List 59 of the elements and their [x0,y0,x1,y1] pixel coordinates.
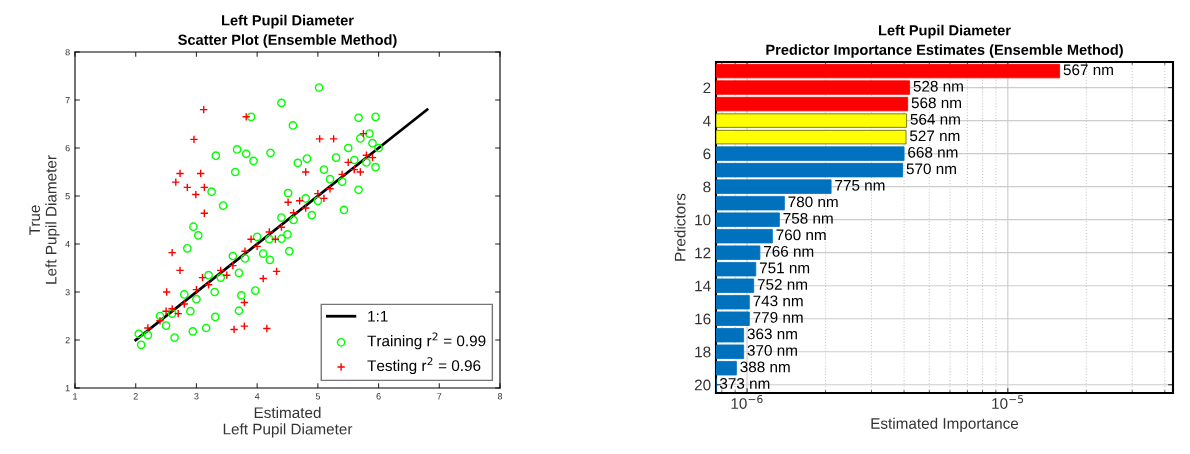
y-tick-label: 16 [695,313,711,325]
annotation: 758 nm [783,212,833,224]
y-tick-label: 1 [65,385,70,392]
annotation: 528 nm [913,80,963,92]
annotation: 751 nm [759,262,810,274]
annotation: 775 nm [835,180,885,191]
annotation: 564 nm [910,113,960,125]
y-tick-label: 5 [65,193,70,200]
annotation: 752 nm [757,278,807,290]
y-tick-label: 4 [65,241,70,248]
chart-subtitle: Predictor Importance Estimates (Ensemble Method) [766,44,1123,58]
y-tick-label: 2 [65,336,70,344]
annotation: 568 nm [911,97,961,109]
x-axis-title: Estimated Importance [871,417,1019,432]
chart-title: Left Pupil Diameter [879,24,1011,39]
y-tick-label: 4 [702,115,711,127]
y-tick-label: 6 [65,144,70,152]
y-tick-label: 10 [695,214,711,226]
x-tick-label: 3 [194,393,199,400]
x-tick-label: 7 [437,393,442,400]
annotation: 760 nm [776,229,826,241]
annotation: 668 nm [908,146,958,158]
annotation: 527 nm [909,130,960,142]
annotation: 570 nm [906,163,956,175]
legend-label: Testing r$^{2}$ = 0.96 [367,357,481,375]
annotation: 370 nm [747,345,797,356]
x-tick-label: 4 [254,393,260,400]
y-tick-label: 20 [694,379,711,391]
annotation: 766 nm [764,245,814,257]
annotation: 743 nm [753,295,803,307]
annotation: 363 nm [747,328,797,340]
y-tick-label: 2 [703,82,711,94]
y-tick-label: 8 [703,181,711,193]
x-tick-label: 10$^{−5}$ [992,395,1024,409]
annotation: 780 nm [788,196,838,208]
legend-label: 1:1 [368,311,388,322]
y-tick-label: 7 [65,97,70,104]
chart-title: Left Pupil Diameter [222,14,354,29]
x-tick-label: 10$^{−6}$ [731,395,763,409]
annotation: 567 nm [1063,64,1113,76]
x-tick-label: 8 [497,393,503,400]
y-axis-title: Predictors [674,193,686,261]
x-tick-label: 6 [376,393,381,400]
y-tick-label: 12 [695,247,711,259]
legend-label: Training r$^{2}$ = 0.99 [367,332,486,350]
x-axis-title: Estimated Left Pupil Diameter [223,406,353,438]
chart-subtitle: Scatter Plot (Ensemble Method) [178,34,397,48]
x-tick-label: 1 [73,393,78,400]
y-tick-label: 8 [65,48,70,56]
annotation: 388 nm [740,361,790,373]
y-tick-label: 3 [65,288,70,296]
y-axis-title: True Left Pupil Diameter [29,155,60,284]
annotation: 779 nm [753,311,803,323]
x-tick-label: 2 [133,393,138,400]
y-tick-label: 6 [703,148,711,160]
y-tick-label: 14 [695,280,711,292]
y-tick-label: 18 [695,346,711,358]
x-tick-label: 5 [315,393,320,400]
annotation: 373 nm [719,378,770,389]
